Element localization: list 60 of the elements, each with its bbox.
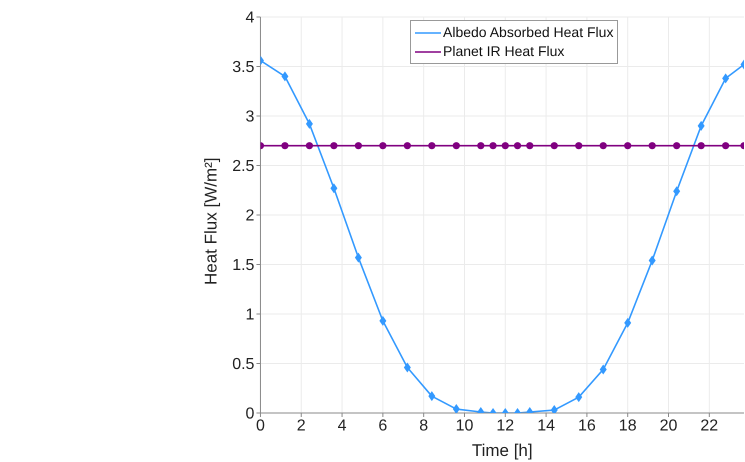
x-tick-label: 2 <box>296 417 306 434</box>
point <box>281 142 289 150</box>
y-tick-label: 1 <box>246 306 255 324</box>
point <box>600 364 607 374</box>
point <box>673 186 680 196</box>
x-tick-label: 8 <box>419 417 428 434</box>
point <box>330 183 338 194</box>
point <box>673 142 680 150</box>
point <box>379 142 386 150</box>
point <box>354 252 362 263</box>
point <box>306 142 314 150</box>
x-tick-label: 10 <box>456 417 474 434</box>
point <box>354 142 362 150</box>
point <box>281 71 288 82</box>
x-tick-label: 22 <box>700 417 718 434</box>
point <box>452 404 460 413</box>
x-axis-title: Time [h] <box>472 441 533 460</box>
point <box>624 318 632 328</box>
point <box>550 142 558 150</box>
point <box>575 392 582 402</box>
y-tick-label: 3.5 <box>232 59 255 76</box>
point <box>379 316 386 326</box>
x-tick-label: 12 <box>496 417 514 434</box>
point <box>330 142 338 150</box>
x-tick-label: 6 <box>378 417 388 434</box>
y-tick-label: 2 <box>246 208 255 225</box>
x-tick-label: 20 <box>660 417 678 434</box>
point <box>526 142 534 150</box>
point <box>404 142 411 150</box>
point <box>502 142 509 150</box>
x-tick-label: 18 <box>618 417 637 434</box>
point <box>698 142 705 150</box>
y-tick-label: 1.5 <box>232 257 255 274</box>
point <box>514 142 522 150</box>
y-tick-label: 0.5 <box>232 356 255 374</box>
y-tick-label: 0 <box>246 406 255 423</box>
x-tick-label: 14 <box>537 417 556 434</box>
point <box>306 118 313 129</box>
point <box>452 142 460 150</box>
y-tick-label: 2.5 <box>232 158 255 176</box>
x-tick-label: 4 <box>338 417 347 434</box>
point <box>489 142 497 150</box>
point <box>428 142 436 150</box>
x-tick-label: 16 <box>578 417 596 434</box>
point <box>477 142 484 150</box>
point <box>428 391 436 402</box>
point <box>698 120 705 131</box>
point <box>722 73 730 84</box>
point <box>722 142 730 150</box>
point <box>404 362 411 372</box>
point <box>600 142 607 150</box>
point <box>648 142 656 150</box>
point <box>575 142 582 150</box>
y-tick-label: 4 <box>246 10 255 27</box>
legend-label: Planet IR Heat Flux <box>443 42 564 61</box>
legend-label: Albedo Absorbed Heat Flux <box>443 23 614 42</box>
y-axis-title: Heat Flux [W/m²] <box>201 157 220 285</box>
y-tick-label: 3 <box>246 108 255 126</box>
point <box>648 256 656 266</box>
point <box>624 142 632 150</box>
